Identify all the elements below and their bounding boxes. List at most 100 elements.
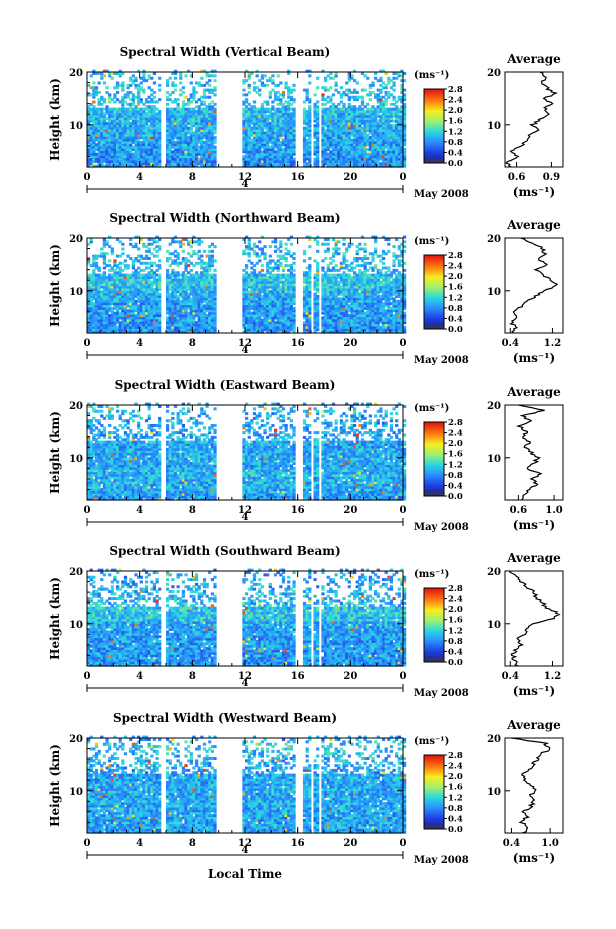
heatmap-cell xyxy=(287,145,291,149)
heatmap-cell xyxy=(247,133,251,137)
heatmap-cell xyxy=(379,328,383,332)
heatmap-cell xyxy=(355,81,359,85)
heatmap-cell xyxy=(242,129,246,132)
heatmap-cell xyxy=(171,150,175,154)
heatmap-cell xyxy=(126,316,130,320)
heatmap-cell xyxy=(168,76,172,80)
heatmap-cell xyxy=(92,143,96,147)
heatmap-cell xyxy=(271,164,275,168)
heatmap-cell xyxy=(179,321,183,325)
heatmap-cell xyxy=(395,162,399,166)
heatmap-cell xyxy=(245,316,249,320)
heatmap-cell xyxy=(115,98,120,102)
heatmap-cell xyxy=(321,155,325,159)
heatmap-cell xyxy=(181,155,186,159)
heatmap-cell xyxy=(250,162,254,166)
heatmap-cell xyxy=(374,318,378,322)
heatmap-cell xyxy=(381,86,386,90)
heatmap-cell xyxy=(400,98,404,102)
heatmap-cell xyxy=(242,162,246,166)
heatmap-cell xyxy=(134,129,138,132)
heatmap-cell xyxy=(387,143,391,147)
heatmap-cell xyxy=(252,330,257,334)
heatmap-cell xyxy=(121,102,125,106)
heatmap-cell xyxy=(208,159,212,163)
heatmap-cell xyxy=(347,129,351,132)
heatmap-cell xyxy=(205,321,209,325)
heatmap-cell xyxy=(245,136,249,140)
heatmap-cell xyxy=(187,129,191,132)
heatmap-cell xyxy=(118,112,122,116)
heatmap-cell xyxy=(345,107,349,111)
heatmap-cell xyxy=(142,124,146,128)
heatmap-cell xyxy=(147,107,151,111)
heatmap-cell xyxy=(371,83,375,87)
heatmap-cell xyxy=(142,314,146,317)
heatmap-cell xyxy=(92,129,96,132)
heatmap-cell xyxy=(329,98,333,102)
heatmap-cell xyxy=(205,162,209,166)
heatmap-cell xyxy=(326,138,330,142)
heatmap-cell xyxy=(118,150,122,154)
heatmap-cell xyxy=(337,114,341,118)
heatmap-cell xyxy=(94,136,99,140)
heatmap-cell xyxy=(376,152,380,156)
colorbar-tick-label: 0.4 xyxy=(448,148,463,158)
heatmap-cell xyxy=(371,157,375,161)
heatmap-cell xyxy=(397,119,401,123)
heatmap-cell xyxy=(263,74,267,78)
heatmap-cell xyxy=(129,138,133,142)
heatmap-cell xyxy=(331,93,336,97)
heatmap-cell xyxy=(213,131,217,135)
heatmap-cell xyxy=(321,150,325,154)
heatmap-cell xyxy=(302,140,307,144)
heatmap-cell xyxy=(118,72,122,75)
heatmap-cell xyxy=(403,325,407,329)
heatmap-cell xyxy=(379,138,383,142)
heatmap-cell xyxy=(137,325,141,329)
heatmap-cell xyxy=(363,112,367,116)
heatmap-cell xyxy=(213,318,217,322)
heatmap-cell xyxy=(329,318,333,322)
heatmap-cell xyxy=(123,162,128,166)
heatmap-cell xyxy=(108,112,112,116)
heatmap-cell xyxy=(334,74,338,78)
heatmap-cell xyxy=(184,126,188,130)
heatmap-cell xyxy=(110,131,114,135)
heatmap-cell xyxy=(337,102,341,106)
heatmap-cell xyxy=(324,133,328,137)
heatmap-cell xyxy=(142,152,146,156)
heatmap-cell xyxy=(92,131,96,135)
heatmap-cell xyxy=(387,162,391,166)
heatmap-cell xyxy=(110,129,114,132)
heatmap-cell xyxy=(118,159,122,163)
heatmap-cell xyxy=(118,119,122,123)
heatmap-cell xyxy=(381,110,386,113)
heatmap-cell xyxy=(200,162,204,166)
heatmap-cell xyxy=(329,323,333,327)
heatmap-cell xyxy=(395,323,399,327)
heatmap-cell xyxy=(321,162,325,166)
heatmap-cell xyxy=(350,316,354,320)
heatmap-cell xyxy=(100,330,104,334)
heatmap-cell xyxy=(374,321,378,325)
heatmap-cell xyxy=(292,318,296,322)
heatmap-cell xyxy=(345,316,349,320)
heatmap-cell xyxy=(87,143,91,147)
heatmap-cell xyxy=(115,321,120,325)
heatmap-cell xyxy=(387,112,391,116)
heatmap-cell xyxy=(121,133,125,137)
heatmap-cell xyxy=(144,121,149,125)
heatmap-cell xyxy=(121,328,125,332)
heatmap-cell xyxy=(213,110,217,113)
heatmap-cell xyxy=(329,117,333,121)
heatmap-cell xyxy=(313,131,317,135)
heatmap-cell xyxy=(184,145,188,149)
heatmap-cell xyxy=(184,131,188,135)
heatmap-cell xyxy=(339,164,344,168)
heatmap-cell xyxy=(189,148,193,151)
heatmap-cell xyxy=(110,150,114,154)
heatmap-cell xyxy=(384,124,388,128)
heatmap-cell xyxy=(381,117,386,121)
heatmap-cell xyxy=(113,131,117,135)
